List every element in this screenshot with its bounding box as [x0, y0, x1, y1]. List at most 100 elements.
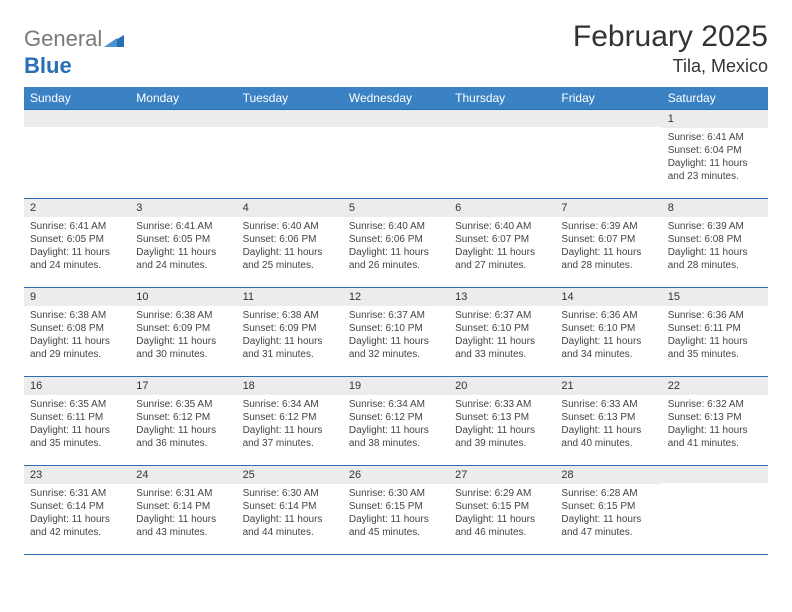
day-number: 25: [237, 466, 343, 484]
calendar-cell: 4Sunrise: 6:40 AMSunset: 6:06 PMDaylight…: [237, 199, 343, 287]
cell-line: Sunrise: 6:35 AM: [30, 398, 124, 411]
cell-line: Sunset: 6:08 PM: [30, 322, 124, 335]
cell-line: Sunset: 6:14 PM: [30, 500, 124, 513]
day-number: 23: [24, 466, 130, 484]
cell-line: Sunrise: 6:41 AM: [668, 131, 762, 144]
day-number: 6: [449, 199, 555, 217]
cell-body: [662, 483, 768, 489]
cell-line: Sunset: 6:15 PM: [455, 500, 549, 513]
cell-line: Daylight: 11 hours and 41 minutes.: [668, 424, 762, 450]
day-number: [237, 110, 343, 127]
cell-body: [130, 127, 236, 133]
calendar-cell: 2Sunrise: 6:41 AMSunset: 6:05 PMDaylight…: [24, 199, 130, 287]
brand-text-2: Blue: [24, 53, 72, 78]
day-number: 8: [662, 199, 768, 217]
calendar-cell: 22Sunrise: 6:32 AMSunset: 6:13 PMDayligh…: [662, 377, 768, 465]
cell-line: Daylight: 11 hours and 38 minutes.: [349, 424, 443, 450]
calendar-grid: SundayMondayTuesdayWednesdayThursdayFrid…: [24, 87, 768, 555]
cell-line: Daylight: 11 hours and 24 minutes.: [136, 246, 230, 272]
cell-line: Sunrise: 6:33 AM: [455, 398, 549, 411]
day-header: Thursday: [449, 87, 555, 109]
cell-line: Daylight: 11 hours and 36 minutes.: [136, 424, 230, 450]
calendar-cell: 25Sunrise: 6:30 AMSunset: 6:14 PMDayligh…: [237, 466, 343, 554]
cell-line: Daylight: 11 hours and 34 minutes.: [561, 335, 655, 361]
cell-body: Sunrise: 6:34 AMSunset: 6:12 PMDaylight:…: [237, 395, 343, 453]
cell-body: Sunrise: 6:32 AMSunset: 6:13 PMDaylight:…: [662, 395, 768, 453]
cell-line: Daylight: 11 hours and 30 minutes.: [136, 335, 230, 361]
cell-line: Daylight: 11 hours and 27 minutes.: [455, 246, 549, 272]
cell-line: Daylight: 11 hours and 23 minutes.: [668, 157, 762, 183]
cell-line: Daylight: 11 hours and 33 minutes.: [455, 335, 549, 361]
page-title: February 2025: [573, 20, 768, 54]
calendar-cell: 23Sunrise: 6:31 AMSunset: 6:14 PMDayligh…: [24, 466, 130, 554]
cell-line: Sunset: 6:15 PM: [349, 500, 443, 513]
calendar-cell: 26Sunrise: 6:30 AMSunset: 6:15 PMDayligh…: [343, 466, 449, 554]
calendar-cell: [555, 110, 661, 198]
cell-line: Sunrise: 6:40 AM: [243, 220, 337, 233]
calendar-cell: 14Sunrise: 6:36 AMSunset: 6:10 PMDayligh…: [555, 288, 661, 376]
cell-line: Daylight: 11 hours and 35 minutes.: [668, 335, 762, 361]
cell-line: Daylight: 11 hours and 35 minutes.: [30, 424, 124, 450]
cell-line: Sunset: 6:14 PM: [243, 500, 337, 513]
cell-line: Sunset: 6:09 PM: [136, 322, 230, 335]
calendar-cell: [237, 110, 343, 198]
brand-logo: General Blue: [24, 26, 124, 79]
cell-body: Sunrise: 6:37 AMSunset: 6:10 PMDaylight:…: [343, 306, 449, 364]
cell-line: Sunrise: 6:37 AM: [455, 309, 549, 322]
cell-body: Sunrise: 6:30 AMSunset: 6:14 PMDaylight:…: [237, 484, 343, 542]
cell-line: Daylight: 11 hours and 31 minutes.: [243, 335, 337, 361]
day-number: 9: [24, 288, 130, 306]
cell-body: Sunrise: 6:31 AMSunset: 6:14 PMDaylight:…: [24, 484, 130, 542]
day-header: Monday: [130, 87, 236, 109]
cell-line: Sunrise: 6:34 AM: [349, 398, 443, 411]
cell-line: Sunset: 6:09 PM: [243, 322, 337, 335]
day-number: 3: [130, 199, 236, 217]
cell-body: Sunrise: 6:36 AMSunset: 6:11 PMDaylight:…: [662, 306, 768, 364]
cell-body: Sunrise: 6:38 AMSunset: 6:09 PMDaylight:…: [130, 306, 236, 364]
cell-line: Sunrise: 6:39 AM: [561, 220, 655, 233]
cell-line: Sunset: 6:10 PM: [455, 322, 549, 335]
cell-line: Sunrise: 6:38 AM: [30, 309, 124, 322]
day-number: 4: [237, 199, 343, 217]
cell-line: Daylight: 11 hours and 40 minutes.: [561, 424, 655, 450]
cell-line: Sunset: 6:10 PM: [349, 322, 443, 335]
day-number: 10: [130, 288, 236, 306]
calendar-cell: 11Sunrise: 6:38 AMSunset: 6:09 PMDayligh…: [237, 288, 343, 376]
calendar-week: 9 Sunrise: 6:38 AMSunset: 6:08 PM Daylight…: [24, 287, 768, 376]
day-number: 24: [130, 466, 236, 484]
calendar-week: 2Sunrise: 6:41 AMSunset: 6:05 PMDaylight…: [24, 198, 768, 287]
cell-body: [237, 127, 343, 133]
cell-body: Sunrise: 6:41 AMSunset: 6:04 PMDaylight:…: [662, 128, 768, 186]
brand-triangle-icon: [104, 27, 124, 53]
cell-body: Sunrise: 6:36 AMSunset: 6:10 PMDaylight:…: [555, 306, 661, 364]
day-number: [343, 110, 449, 127]
calendar-cell: 28Sunrise: 6:28 AMSunset: 6:15 PMDayligh…: [555, 466, 661, 554]
cell-body: [555, 127, 661, 133]
cell-line: Sunset: 6:05 PM: [30, 233, 124, 246]
cell-body: Sunrise: 6:40 AMSunset: 6:06 PMDaylight:…: [343, 217, 449, 275]
cell-line: Sunset: 6:12 PM: [243, 411, 337, 424]
cell-line: Daylight: 11 hours and 25 minutes.: [243, 246, 337, 272]
cell-line: Sunrise: 6:32 AM: [668, 398, 762, 411]
cell-body: Sunrise: 6:38 AMSunset: 6:09 PMDaylight:…: [237, 306, 343, 364]
day-header: Wednesday: [343, 87, 449, 109]
calendar-cell: 10Sunrise: 6:38 AMSunset: 6:09 PMDayligh…: [130, 288, 236, 376]
cell-body: Sunrise: 6:33 AMSunset: 6:13 PMDaylight:…: [449, 395, 555, 453]
day-number: 28: [555, 466, 661, 484]
calendar-week: 1Sunrise: 6:41 AMSunset: 6:04 PMDaylight…: [24, 109, 768, 198]
cell-line: Sunrise: 6:28 AM: [561, 487, 655, 500]
day-number: 7: [555, 199, 661, 217]
calendar-cell: 12Sunrise: 6:37 AMSunset: 6:10 PMDayligh…: [343, 288, 449, 376]
calendar-cell: 1Sunrise: 6:41 AMSunset: 6:04 PMDaylight…: [662, 110, 768, 198]
cell-line: Sunset: 6:13 PM: [561, 411, 655, 424]
calendar-cell: 27Sunrise: 6:29 AMSunset: 6:15 PMDayligh…: [449, 466, 555, 554]
cell-line: Sunrise: 6:40 AM: [349, 220, 443, 233]
cell-line: Sunrise: 6:41 AM: [136, 220, 230, 233]
cell-line: Daylight: 11 hours and 24 minutes.: [30, 246, 124, 272]
day-number: 15: [662, 288, 768, 306]
cell-line: Sunset: 6:10 PM: [561, 322, 655, 335]
day-number: [449, 110, 555, 127]
calendar-cell: 24Sunrise: 6:31 AMSunset: 6:14 PMDayligh…: [130, 466, 236, 554]
cell-line: Daylight: 11 hours and 42 minutes.: [30, 513, 124, 539]
cell-line: Sunrise: 6:31 AM: [136, 487, 230, 500]
